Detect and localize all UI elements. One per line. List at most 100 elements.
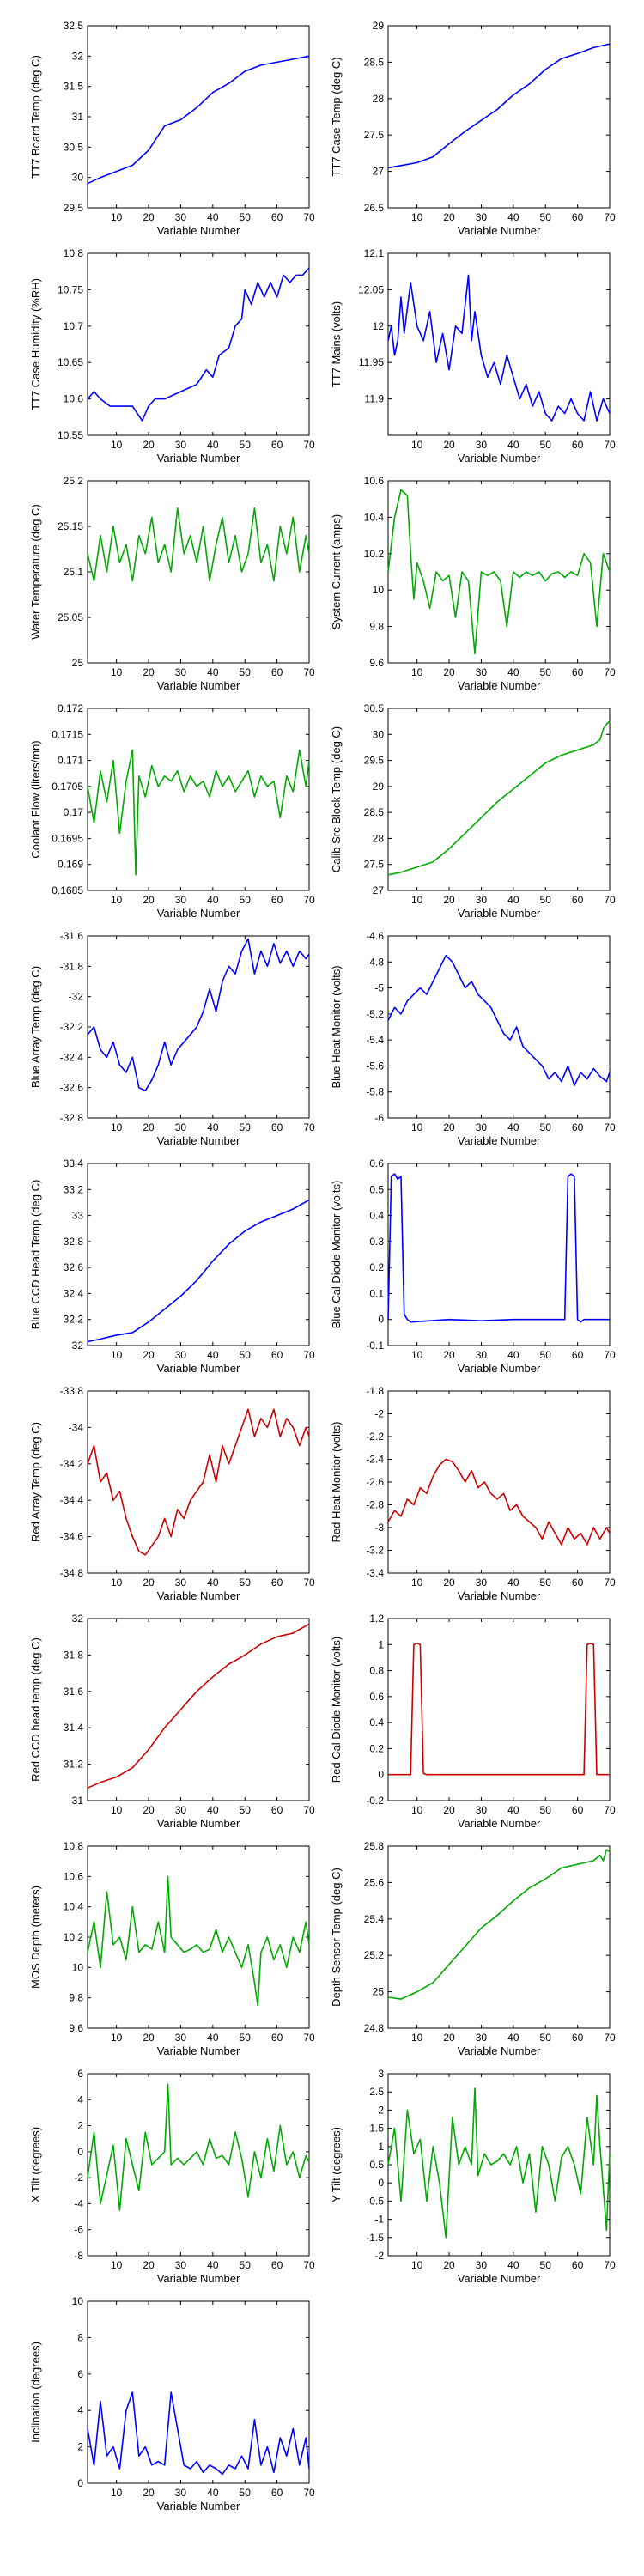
- x-tick-label: 10: [111, 439, 123, 451]
- plot-area: [387, 252, 611, 436]
- plot-area: [387, 25, 611, 209]
- y-tick-label: -3.4: [366, 1567, 384, 1579]
- chart-panel: 10 20 30 40 50 60 70 0 2 4 6 8 10 Variable Number Incl…: [29, 2295, 315, 2512]
- x-tick-label: 10: [111, 2259, 123, 2271]
- x-tick-label: 70: [303, 2032, 315, 2044]
- x-axis-label: Variable Number: [458, 1589, 541, 1602]
- x-tick-label: 40: [507, 1577, 519, 1589]
- y-tick-label: 31.8: [64, 1649, 84, 1661]
- x-tick-label: 40: [207, 1577, 219, 1589]
- chart-panel: 10 20 30 40 50 60 70 -2 -1.5 -1 -0.5 0 0.5 1 1.5 2 2.5 3 V…: [330, 2068, 616, 2285]
- y-tick-label: 0.1705: [52, 781, 83, 793]
- y-tick-label: 24.8: [364, 2022, 385, 2034]
- y-tick-label: 0: [77, 2477, 83, 2489]
- x-tick-label: 70: [604, 2032, 616, 2044]
- x-tick-label: 60: [271, 666, 283, 678]
- y-tick-label: 27.5: [364, 129, 385, 141]
- x-tick-label: 20: [143, 211, 155, 223]
- x-tick-label: 30: [476, 1349, 488, 1361]
- series-line: [87, 938, 310, 1091]
- y-tick-label: 0.3: [369, 1236, 384, 1248]
- y-tick-label: 10.7: [64, 320, 84, 332]
- x-tick-label: 40: [507, 1349, 519, 1361]
- x-tick-label: 50: [240, 1121, 252, 1133]
- x-tick-label: 60: [271, 2032, 283, 2044]
- y-axis-label: TT7 Board Temp (deg C): [29, 55, 42, 179]
- series-line: [387, 954, 611, 1086]
- x-tick-label: 40: [207, 2487, 219, 2499]
- y-tick-label: 9.8: [369, 621, 384, 633]
- y-tick-label: 28.5: [364, 806, 385, 818]
- y-tick-label: 4: [77, 2404, 83, 2416]
- y-axis-label: TT7 Case Temp (deg C): [330, 57, 343, 176]
- x-tick-label: 50: [240, 894, 252, 906]
- x-tick-label: 60: [572, 439, 584, 451]
- y-tick-label: 12.1: [364, 247, 385, 259]
- x-tick-label: 60: [271, 439, 283, 451]
- x-axis-label: Variable Number: [458, 1817, 541, 1830]
- x-tick-label: 70: [604, 666, 616, 678]
- x-tick-label: 40: [207, 666, 219, 678]
- x-tick-label: 10: [411, 1121, 423, 1133]
- x-tick-label: 50: [540, 439, 552, 451]
- x-tick-label: 40: [207, 1804, 219, 1816]
- series-line: [87, 1199, 310, 1343]
- x-tick-label: 60: [572, 2259, 584, 2271]
- x-tick-label: 60: [572, 1349, 584, 1361]
- series-line: [87, 507, 310, 582]
- chart-panel: 10 20 30 40 50 60 70 -0.1 0 0.1 0.2 0.3 0.4 0.5 0.6 Var…: [330, 1157, 616, 1375]
- chart-panel: 10 20 30 40 50 60 70 -34.8 -34.6 -34.4 -34.2 -34 -33…: [29, 1385, 315, 1602]
- y-tick-label: 0.5: [369, 2159, 384, 2171]
- y-tick-label: -5.2: [366, 1008, 384, 1020]
- y-tick-label: 32.2: [64, 1314, 84, 1326]
- y-tick-label: 10.65: [58, 356, 83, 368]
- y-tick-label: 11.9: [365, 393, 385, 405]
- y-axis-label: TT7 Case Humidity (%RH): [29, 278, 42, 410]
- y-tick-label: 25.2: [364, 1949, 385, 1961]
- x-tick-label: 20: [143, 894, 155, 906]
- y-tick-label: -32.4: [60, 1051, 84, 1063]
- plot-area: [87, 2300, 310, 2484]
- x-tick-label: 30: [476, 1804, 488, 1816]
- x-tick-label: 50: [240, 1349, 252, 1361]
- x-tick-label: 60: [572, 666, 584, 678]
- series-line: [87, 1875, 310, 2007]
- x-tick-label: 10: [411, 1577, 423, 1589]
- x-tick-label: 20: [143, 1349, 155, 1361]
- x-tick-label: 10: [111, 1349, 123, 1361]
- x-tick-label: 30: [175, 2032, 187, 2044]
- y-tick-label: 25.2: [64, 475, 84, 487]
- x-tick-label: 60: [271, 2487, 283, 2499]
- chart-panel: 10 20 30 40 50 60 70 25 25.05 25.1 25.15 25.2 Variab…: [29, 475, 315, 692]
- chart-panel: 10 20 30 40 50 60 70 -8 -6 -4 -2 0 2 4 6 Variable Numbe…: [29, 2068, 315, 2285]
- y-tick-label: 12.05: [358, 283, 384, 295]
- y-tick-label: -32: [69, 991, 84, 1003]
- y-tick-label: 1: [378, 2141, 384, 2153]
- y-axis-label: Y Tilt (degrees): [330, 2127, 343, 2202]
- y-tick-label: 0.6: [369, 1691, 384, 1703]
- chart-panel: 10 20 30 40 50 60 70 11.9 11.95 12 12.05 12.1 Variab…: [330, 247, 616, 465]
- y-tick-label: 32.6: [64, 1261, 84, 1273]
- y-tick-label: -4: [74, 2197, 83, 2209]
- y-tick-label: 10.2: [64, 1931, 84, 1943]
- y-tick-label: 0: [378, 1769, 384, 1781]
- series-line: [388, 1643, 610, 1776]
- y-tick-label: 32.8: [64, 1236, 84, 1248]
- y-tick-label: -2.4: [366, 1454, 384, 1466]
- y-tick-label: -1.5: [366, 2232, 384, 2244]
- x-axis-label: Variable Number: [458, 907, 541, 920]
- chart-panel: 10 20 30 40 50 60 70 27 27.5 28 28.5 29 29.5 30 30.5 Va…: [330, 702, 616, 920]
- plot-area: [87, 1163, 310, 1346]
- series-line: [387, 43, 611, 169]
- y-tick-label: 10.6: [64, 393, 84, 405]
- y-tick-label: -34.8: [60, 1567, 84, 1579]
- x-tick-label: 70: [604, 2259, 616, 2271]
- x-tick-label: 40: [207, 2032, 219, 2044]
- y-tick-label: 29.5: [364, 755, 385, 767]
- y-tick-label: 10.75: [58, 283, 83, 295]
- y-tick-label: -2: [74, 2172, 83, 2184]
- y-tick-label: -1.8: [366, 1385, 384, 1397]
- y-tick-label: -34.6: [60, 1531, 84, 1543]
- y-tick-label: 25.05: [58, 611, 83, 623]
